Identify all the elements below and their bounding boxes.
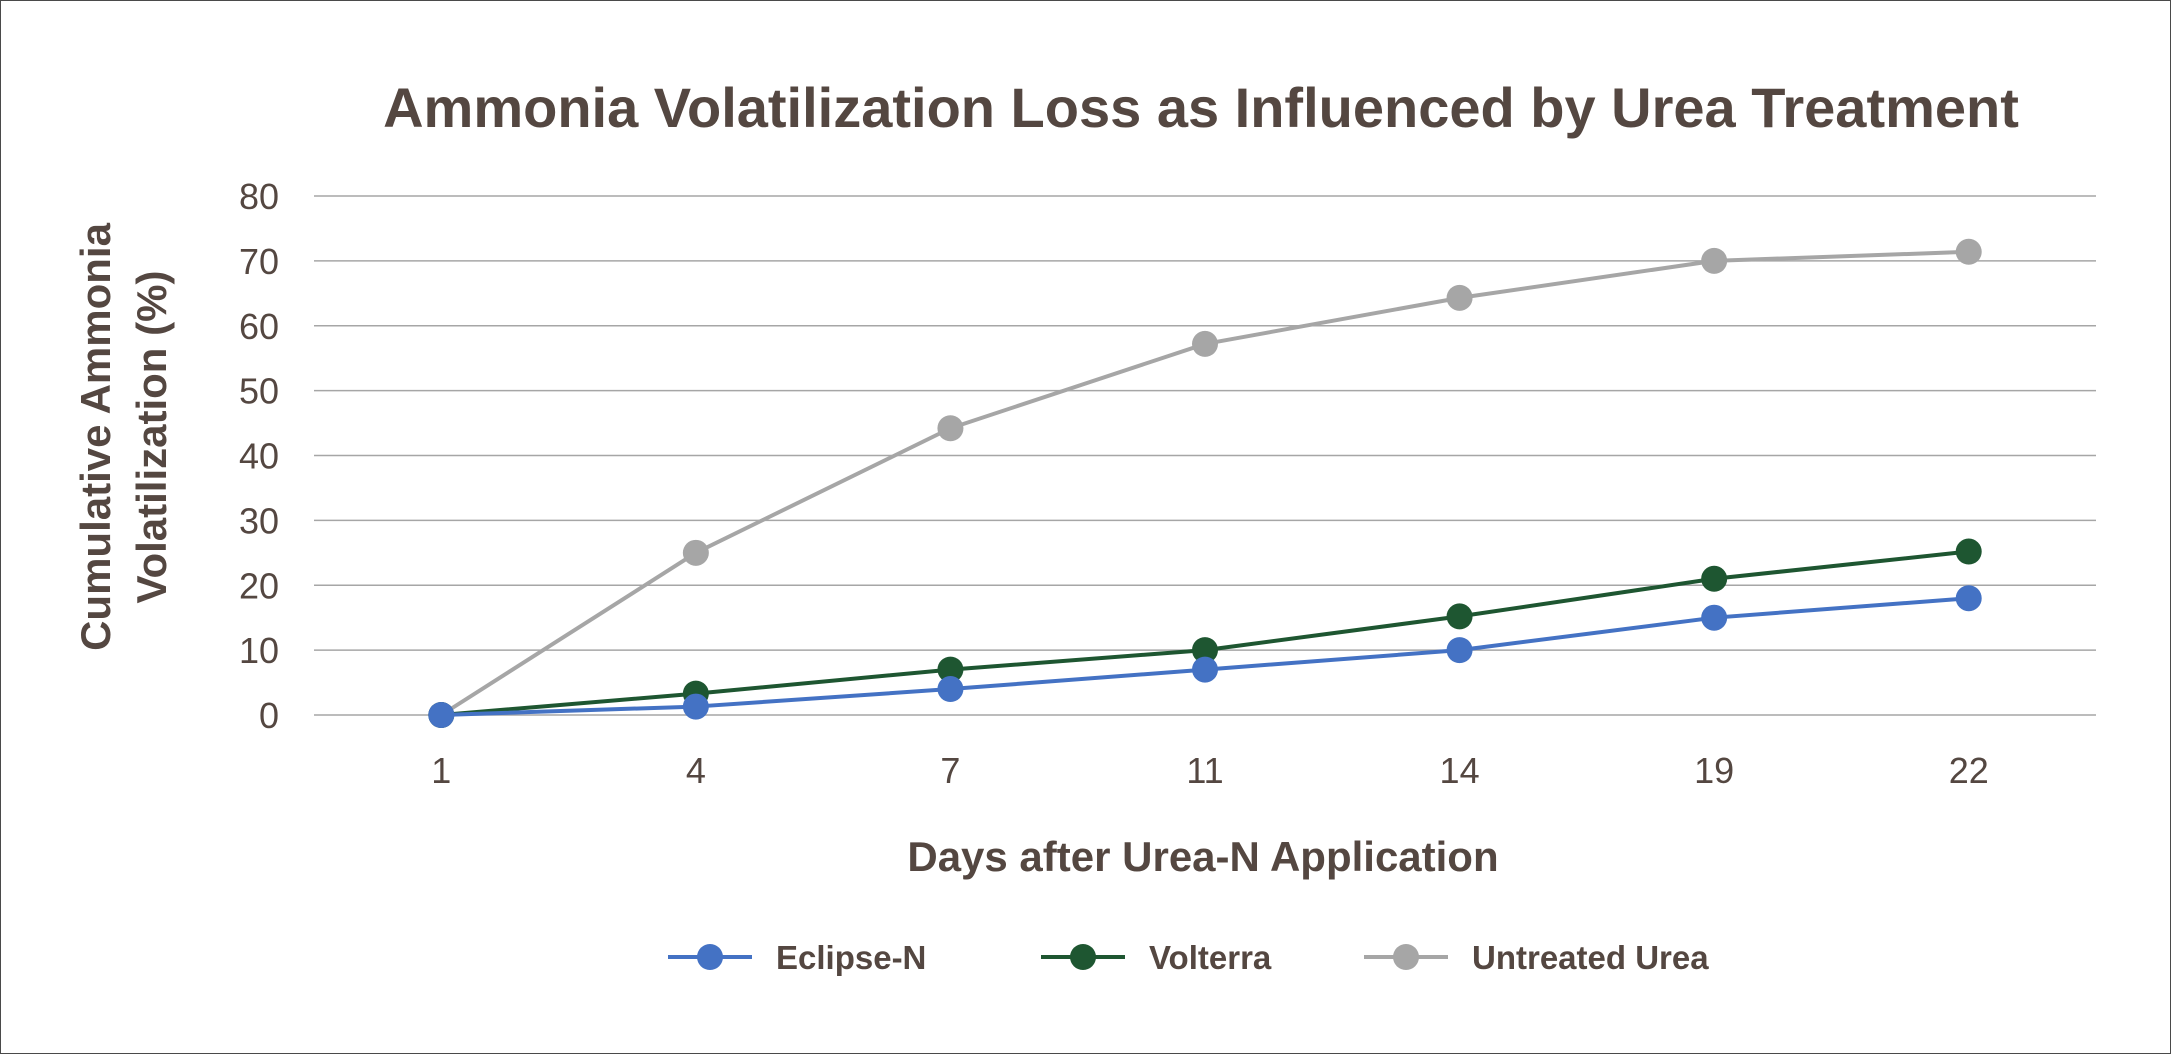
x-tick-label: 14	[1440, 750, 1480, 791]
x-tick-label: 4	[686, 750, 706, 791]
data-point-eclipse-n	[937, 676, 964, 703]
y-tick-label: 60	[239, 306, 279, 347]
y-tick-label: 50	[239, 371, 279, 412]
legend-item-volterra: Volterra	[1041, 939, 1272, 976]
y-tick-label: 40	[239, 436, 279, 477]
data-point-untreated-urea	[1446, 284, 1473, 311]
y-tick-label: 70	[239, 241, 279, 282]
data-point-volterra	[1192, 637, 1218, 664]
series-volterra	[428, 538, 1982, 728]
y-axis-title-line-2: Volatilization (%)	[128, 271, 175, 604]
y-tick-label: 30	[239, 500, 279, 541]
data-point-eclipse-n	[1446, 637, 1473, 664]
legend: Eclipse-N Volterra Untreated Urea	[668, 939, 1709, 976]
x-tick-label: 22	[1949, 750, 1989, 791]
data-point-untreated-urea	[937, 415, 964, 442]
data-point-volterra	[937, 656, 964, 683]
series-line-volterra	[441, 549, 1969, 717]
legend-swatch-marker	[697, 944, 723, 970]
series-eclipse-n	[428, 585, 1982, 728]
y-tick-label: 0	[259, 695, 279, 736]
y-axis-ticks: 0 10 20 30 40 50 60 70 80	[239, 176, 279, 736]
data-point-eclipse-n	[428, 702, 455, 728]
data-point-untreated-urea	[682, 539, 709, 566]
x-tick-label: 19	[1694, 750, 1734, 791]
data-point-volterra	[1446, 603, 1473, 630]
y-tick-label: 10	[239, 630, 279, 671]
data-point-untreated-urea	[1701, 247, 1728, 274]
legend-item-untreated-urea: Untreated Urea	[1364, 939, 1709, 976]
legend-swatch-marker	[1393, 944, 1419, 970]
data-point-untreated-urea	[1955, 238, 1982, 265]
x-tick-label: 11	[1186, 750, 1223, 791]
x-tick-label: 7	[940, 750, 960, 791]
legend-swatch-marker	[1070, 944, 1096, 970]
legend-item-eclipse-n: Eclipse-N	[668, 939, 926, 976]
gridlines	[314, 195, 2096, 716]
data-point-eclipse-n	[1701, 604, 1728, 631]
x-axis-title: Days after Urea-N Application	[907, 833, 1498, 880]
data-point-volterra	[1701, 565, 1728, 592]
series-layer	[428, 238, 1982, 728]
y-axis-title-line-1: Cumulative Ammonia	[72, 222, 119, 650]
legend-label: Volterra	[1149, 939, 1272, 976]
y-axis-title: Cumulative Ammonia Volatilization (%)	[72, 222, 175, 650]
y-tick-label: 80	[239, 176, 279, 217]
x-axis-ticks: 1 4 7 11 14 19 22	[431, 750, 1988, 791]
data-point-untreated-urea	[1192, 330, 1218, 357]
chart-title: Ammonia Volatilization Loss as Influence…	[383, 76, 2019, 139]
x-tick-label: 1	[431, 750, 451, 791]
y-tick-label: 20	[239, 565, 279, 606]
legend-label: Untreated Urea	[1472, 939, 1709, 976]
legend-label: Eclipse-N	[776, 939, 926, 976]
data-point-volterra	[1955, 538, 1982, 565]
data-point-eclipse-n	[682, 693, 709, 720]
data-point-eclipse-n	[1192, 656, 1218, 683]
data-point-eclipse-n	[1955, 585, 1982, 612]
